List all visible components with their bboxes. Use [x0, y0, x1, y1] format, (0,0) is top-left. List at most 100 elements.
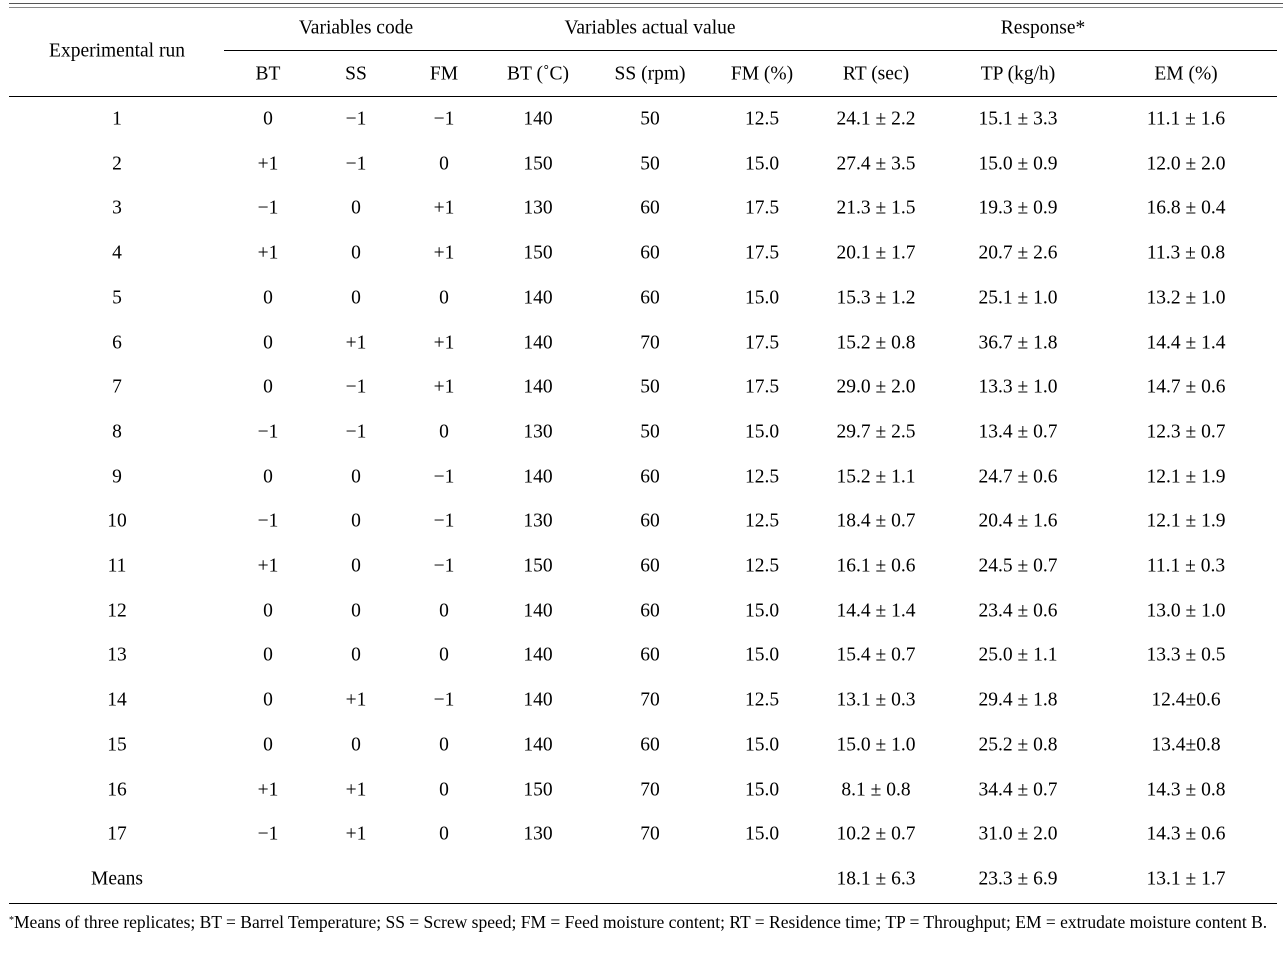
table-cell: 0 [439, 778, 449, 800]
header-variables-actual-value: Variables actual value [564, 17, 736, 39]
table-cell: 0 [439, 421, 449, 443]
table-cell: 0 [351, 510, 361, 532]
table-cell: 60 [640, 242, 660, 264]
run-number-cell: 8 [112, 421, 122, 443]
column-header: FM [429, 63, 459, 85]
run-number-cell: 6 [112, 331, 122, 353]
table-cell: 150 [523, 152, 553, 174]
table-cell: 0 [263, 599, 273, 621]
table-cell: +1 [257, 778, 279, 800]
column-header: BT [255, 63, 281, 85]
table-cell: −1 [433, 465, 455, 487]
table-cell: 140 [523, 644, 553, 666]
table-cell: 0 [263, 689, 273, 711]
table-cell: 140 [523, 108, 553, 130]
run-number-cell: 7 [112, 376, 122, 398]
table-cell: 130 [523, 823, 553, 845]
table-cell: 50 [640, 108, 660, 130]
table-cell: 0 [351, 242, 361, 264]
table-cell: 14.4 ± 1.4 [1146, 331, 1226, 353]
run-number-cell: 13 [107, 644, 127, 666]
table-cell: +1 [257, 555, 279, 577]
table-cell: 15.0 [744, 287, 780, 309]
table-cell: 50 [640, 376, 660, 398]
run-number-cell: 5 [112, 287, 122, 309]
table-cell: 12.5 [744, 465, 780, 487]
table-cell: 0 [263, 331, 273, 353]
table-cell: 150 [523, 555, 553, 577]
table-cell: 130 [523, 421, 553, 443]
table-cell: 0 [351, 287, 361, 309]
table-cell: 36.7 ± 1.8 [978, 331, 1058, 353]
table-cell: +1 [257, 152, 279, 174]
table-cell: 0 [263, 644, 273, 666]
table-cell: 8.1 ± 0.8 [841, 778, 911, 800]
table-cell: 13.3 ± 1.0 [978, 376, 1058, 398]
header-variables-code: Variables code [298, 17, 414, 39]
header-experimental-run: Experimental run [49, 40, 185, 62]
table-cell: 70 [640, 778, 660, 800]
table-cell: 29.4 ± 1.8 [978, 689, 1058, 711]
table-cell: 14.7 ± 0.6 [1146, 376, 1226, 398]
header-bottom-rule [9, 96, 1277, 97]
table-cell: −1 [257, 510, 279, 532]
table-cell: 34.4 ± 0.7 [978, 778, 1058, 800]
table-cell: 15.4 ± 0.7 [836, 644, 916, 666]
table-cell: 25.2 ± 0.8 [978, 734, 1058, 756]
table-cell: 0 [263, 734, 273, 756]
table-cell: 60 [640, 734, 660, 756]
table-cell: −1 [433, 510, 455, 532]
column-header: FM (%) [730, 63, 794, 85]
table-cell: 12.1 ± 1.9 [1146, 510, 1226, 532]
table-cell: 140 [523, 331, 553, 353]
run-number-cell: 11 [107, 555, 127, 577]
table-cell: 0 [439, 644, 449, 666]
table-cell: +1 [345, 689, 367, 711]
table-cell: 0 [351, 465, 361, 487]
table-cell: 29.0 ± 2.0 [836, 376, 916, 398]
table-cell: −1 [433, 689, 455, 711]
table-cell: +1 [433, 331, 455, 353]
header-group-rule [224, 50, 1277, 51]
table-cell: 50 [640, 152, 660, 174]
table-cell: 24.7 ± 0.6 [978, 465, 1058, 487]
table-cell: 11.1 ± 1.6 [1146, 108, 1226, 130]
footnote-text: Means of three replicates; BT = Barrel T… [14, 912, 1268, 932]
column-header: EM (%) [1154, 63, 1218, 85]
table-cell: +1 [433, 242, 455, 264]
table-cell: 18.4 ± 0.7 [836, 510, 916, 532]
table-cell: −1 [257, 421, 279, 443]
table-cell: 60 [640, 287, 660, 309]
table-cell: 14.3 ± 0.8 [1146, 778, 1226, 800]
table-cell: 15.0 [744, 421, 780, 443]
table-cell: 15.0 ± 1.0 [836, 734, 916, 756]
table-cell: 11.1 ± 0.3 [1146, 555, 1226, 577]
table-cell: 14.4 ± 1.4 [836, 599, 916, 621]
table-cell: 0 [263, 376, 273, 398]
table-cell: 16.8 ± 0.4 [1146, 197, 1226, 219]
means-rt: 18.1 ± 6.3 [836, 868, 916, 890]
run-number-cell: 17 [107, 823, 127, 845]
table-cell: 50 [640, 421, 660, 443]
table-cell: 21.3 ± 1.5 [836, 197, 916, 219]
table-cell: 0 [263, 287, 273, 309]
table-cell: 130 [523, 510, 553, 532]
table-cell: +1 [345, 823, 367, 845]
run-number-cell: 14 [107, 689, 127, 711]
table-cell: −1 [433, 555, 455, 577]
table-cell: 12.5 [744, 689, 780, 711]
table-cell: −1 [257, 197, 279, 219]
table-cell: 13.4±0.8 [1151, 734, 1221, 756]
table-cell: 15.0 [744, 152, 780, 174]
table-footnote: *Means of three replicates; BT = Barrel … [9, 911, 1281, 933]
table-cell: 140 [523, 465, 553, 487]
means-tp: 23.3 ± 6.9 [978, 868, 1058, 890]
run-number-cell: 1 [112, 108, 122, 130]
table-cell: 17.5 [744, 376, 780, 398]
table-cell: 24.1 ± 2.2 [836, 108, 916, 130]
table-cell: +1 [433, 197, 455, 219]
table-cell: 12.5 [744, 108, 780, 130]
table-cell: 0 [351, 599, 361, 621]
column-header: SS [345, 63, 367, 85]
